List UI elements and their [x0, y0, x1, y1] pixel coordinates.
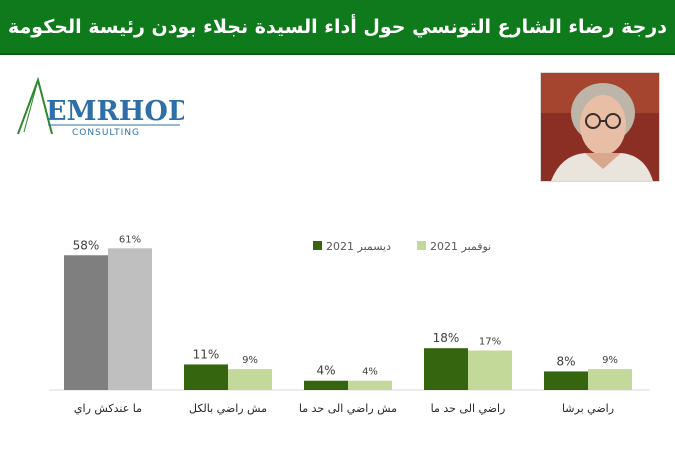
bar-3-0 [424, 348, 468, 390]
legend-label-1: نوفمبر 2021 [430, 240, 491, 253]
data-label-0-0: 58% [73, 238, 100, 252]
data-label-2-0: 4% [316, 364, 335, 378]
category-label-3: راضي الى حد ما [431, 402, 506, 415]
portrait-photo [540, 72, 660, 182]
header-bar: درجة رضاء الشارع التونسي حول أداء السيدة… [0, 0, 675, 55]
bar-4-0 [544, 371, 588, 390]
bar-0-1 [108, 248, 152, 390]
data-label-4-1: 9% [602, 355, 618, 366]
data-label-1-1: 9% [242, 355, 258, 366]
emrhod-logo: EMRHOD CONSULTING [17, 76, 184, 138]
data-label-0-1: 61% [119, 234, 141, 245]
category-label-0: ما عندكش راي [74, 402, 142, 415]
satisfaction-bar-chart: 58% 61% ما عندكش راي 11% 9% مش راضي بالكل 4% 4%… [49, 234, 650, 415]
bar-0-0 [64, 255, 108, 390]
bar-3-1 [468, 350, 512, 390]
bar-1-0 [184, 364, 228, 390]
bar-2-1 [348, 380, 392, 390]
logo-name: EMRHOD [46, 96, 184, 127]
bar-1-1 [228, 369, 272, 390]
logo-tagline: CONSULTING [72, 128, 140, 138]
legend-label-0: ديسمبر 2021 [326, 240, 391, 253]
data-label-3-0: 18% [433, 331, 460, 345]
legend-swatch-1 [417, 241, 426, 250]
bar-2-0 [304, 380, 348, 390]
bar-4-1 [588, 369, 632, 390]
data-label-3-1: 17% [479, 337, 501, 348]
category-label-2: مش راضي الى حد ما [299, 402, 397, 415]
data-label-2-1: 4% [362, 367, 378, 378]
data-label-1-0: 11% [193, 347, 220, 361]
page-title: درجة رضاء الشارع التونسي حول أداء السيدة… [8, 15, 667, 38]
category-label-1: مش راضي بالكل [189, 402, 267, 415]
legend-swatch-0 [313, 241, 322, 250]
category-label-4: راضي برشا [562, 402, 614, 415]
data-label-4-0: 8% [556, 354, 575, 368]
